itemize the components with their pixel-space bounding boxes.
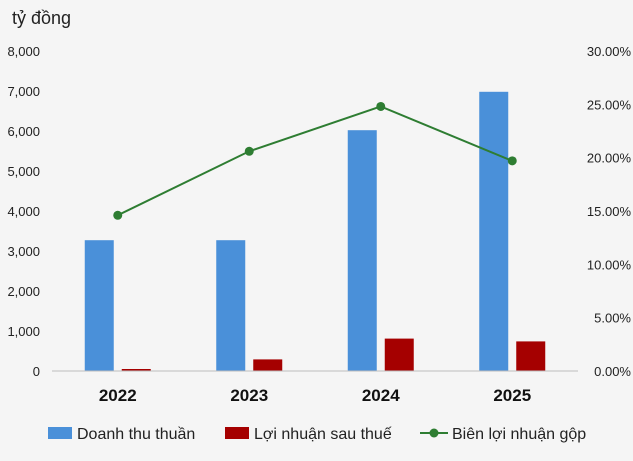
y-left-tick-label: 3,000 <box>7 244 40 259</box>
legend-label: Doanh thu thuần <box>77 426 195 443</box>
point-gross-margin-2023 <box>244 146 254 156</box>
y-left-tick-label: 1,000 <box>7 324 40 339</box>
y-right-tick-label: 25.00% <box>587 97 632 112</box>
y-right-tick-label: 0.00% <box>594 364 631 379</box>
unit-label: tỷ đồng <box>12 8 71 28</box>
x-tick-label: 2024 <box>362 386 400 405</box>
bar-revenue-2022 <box>84 240 114 371</box>
y-left-tick-label: 0 <box>33 364 40 379</box>
x-tick-label: 2023 <box>230 386 268 405</box>
series-line-gross-margin <box>117 105 513 217</box>
bar-revenue-2023 <box>216 240 246 371</box>
legend-swatch-revenue <box>48 427 72 439</box>
y-left-tick-label: 8,000 <box>7 44 40 59</box>
legend-label: Lợi nhuận sau thuế <box>254 426 392 443</box>
x-tick-label: 2022 <box>99 386 137 405</box>
bar-net-profit-2022 <box>121 369 151 371</box>
y-right-tick-label: 5.00% <box>594 311 631 326</box>
y-right-tick-label: 30.00% <box>587 44 632 59</box>
legend-swatch-net-profit <box>225 427 249 439</box>
bar-net-profit-2023 <box>253 359 283 371</box>
y-left-tick-label: 7,000 <box>7 84 40 99</box>
bar-revenue-2025 <box>479 91 509 372</box>
point-gross-margin-2025 <box>507 156 517 166</box>
bar-revenue-2024 <box>347 130 377 371</box>
legend-label: Biên lợi nhuận gộp <box>452 426 586 443</box>
y-right-tick-label: 10.00% <box>587 257 632 272</box>
point-gross-margin-2024 <box>376 101 386 111</box>
y-left-tick-label: 2,000 <box>7 284 40 299</box>
legend: Doanh thu thuần Lợi nhuận sau thuế Biên lợ… <box>48 426 586 443</box>
y-left-tick-label: 4,000 <box>7 204 40 219</box>
bar-net-profit-2024 <box>384 338 414 371</box>
x-tick-label: 2025 <box>493 386 531 405</box>
y-left-tick-label: 5,000 <box>7 164 40 179</box>
y-right-tick-label: 15.00% <box>587 204 632 219</box>
y-left-tick-label: 6,000 <box>7 124 40 139</box>
bar-net-profit-2025 <box>516 341 546 371</box>
point-gross-margin-2022 <box>113 210 123 220</box>
legend-swatch-marker <box>429 428 439 438</box>
y-right-tick-label: 20.00% <box>587 151 632 166</box>
